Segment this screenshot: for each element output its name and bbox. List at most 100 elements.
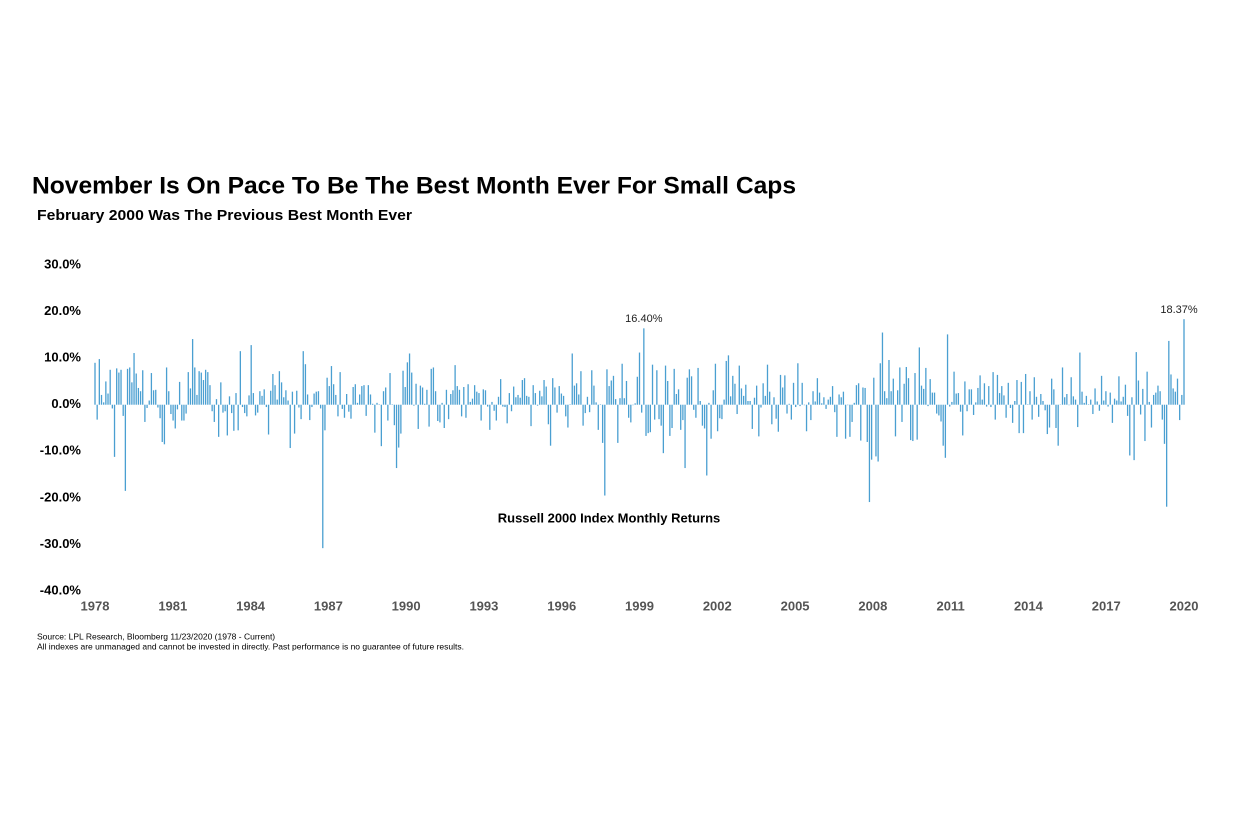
bar — [923, 388, 925, 405]
bar — [721, 404, 723, 420]
bar — [578, 394, 580, 405]
bar — [703, 404, 706, 429]
bar — [506, 404, 508, 424]
bar — [146, 404, 148, 408]
bar — [979, 375, 981, 405]
bar — [211, 404, 213, 412]
bar — [675, 394, 678, 405]
bar — [111, 404, 114, 409]
bar — [708, 402, 710, 405]
bar — [517, 394, 519, 405]
bar — [1152, 394, 1155, 405]
bar — [1024, 373, 1027, 405]
bar — [1061, 367, 1064, 405]
bar — [829, 396, 832, 405]
bar — [1066, 394, 1068, 405]
bar — [981, 399, 983, 405]
bar — [879, 363, 881, 405]
y-tick-label: 30.0% — [44, 256, 81, 271]
bar — [319, 404, 322, 409]
bar — [1118, 376, 1120, 405]
bar — [649, 404, 651, 433]
bar — [1064, 397, 1066, 405]
x-tick-label: 2005 — [781, 598, 810, 613]
bar — [929, 379, 931, 405]
bar — [1174, 391, 1176, 405]
x-tick-label: 1990 — [392, 598, 421, 613]
bar — [467, 384, 469, 405]
bar — [571, 353, 573, 405]
bar — [792, 382, 795, 405]
bar — [654, 404, 656, 420]
bar — [597, 404, 599, 430]
bar — [341, 404, 343, 409]
bar — [606, 369, 608, 405]
bar — [1083, 402, 1085, 405]
bar — [178, 381, 181, 405]
bar — [408, 353, 411, 405]
bar — [916, 404, 918, 440]
x-tick-label: 1978 — [81, 598, 110, 613]
bar — [439, 404, 441, 423]
bar — [254, 404, 257, 416]
bar — [664, 365, 667, 405]
bar — [443, 404, 445, 428]
bar — [855, 385, 858, 405]
bar — [118, 372, 120, 405]
bar — [719, 404, 721, 419]
bar — [808, 402, 810, 405]
bar — [98, 359, 100, 405]
bar — [185, 404, 187, 414]
bar — [382, 391, 385, 405]
bar — [398, 404, 400, 448]
bar — [1146, 371, 1148, 405]
bar — [641, 404, 643, 413]
bar — [96, 404, 98, 420]
bar — [456, 386, 458, 405]
bar — [777, 404, 779, 432]
bar — [473, 385, 476, 405]
x-tick-label: 2014 — [1014, 598, 1044, 613]
bar — [680, 404, 682, 430]
bar — [348, 404, 350, 412]
bar — [120, 369, 122, 405]
bar — [682, 404, 684, 421]
bar — [753, 397, 756, 405]
bar — [827, 399, 829, 405]
bar — [749, 400, 751, 405]
bar — [1098, 404, 1101, 411]
bar — [133, 353, 135, 405]
x-tick-label: 1999 — [625, 598, 654, 613]
bar — [257, 404, 259, 413]
bar — [940, 404, 942, 422]
bar — [1007, 382, 1009, 405]
bar — [172, 404, 174, 421]
bar — [356, 402, 359, 405]
bar — [671, 404, 673, 428]
bar — [1035, 396, 1038, 405]
bar — [515, 397, 517, 405]
bar — [241, 404, 244, 408]
bar — [1176, 378, 1179, 405]
bar — [126, 368, 129, 405]
bar — [250, 345, 252, 405]
bar — [801, 382, 803, 405]
bar — [957, 393, 960, 405]
x-tick-label: 2017 — [1092, 598, 1121, 613]
bar — [1129, 404, 1131, 456]
bar — [725, 360, 727, 405]
bar — [469, 401, 471, 405]
value-label: 16.40% — [625, 313, 663, 325]
bar — [714, 363, 717, 405]
bar — [502, 404, 504, 407]
bar — [554, 387, 556, 405]
bar — [441, 402, 443, 405]
bar — [306, 394, 309, 405]
bar — [283, 397, 285, 405]
bar — [736, 404, 738, 415]
bar — [669, 404, 671, 436]
bar — [998, 393, 1001, 405]
bar — [686, 377, 688, 405]
bar — [168, 391, 170, 405]
bar — [489, 404, 491, 430]
